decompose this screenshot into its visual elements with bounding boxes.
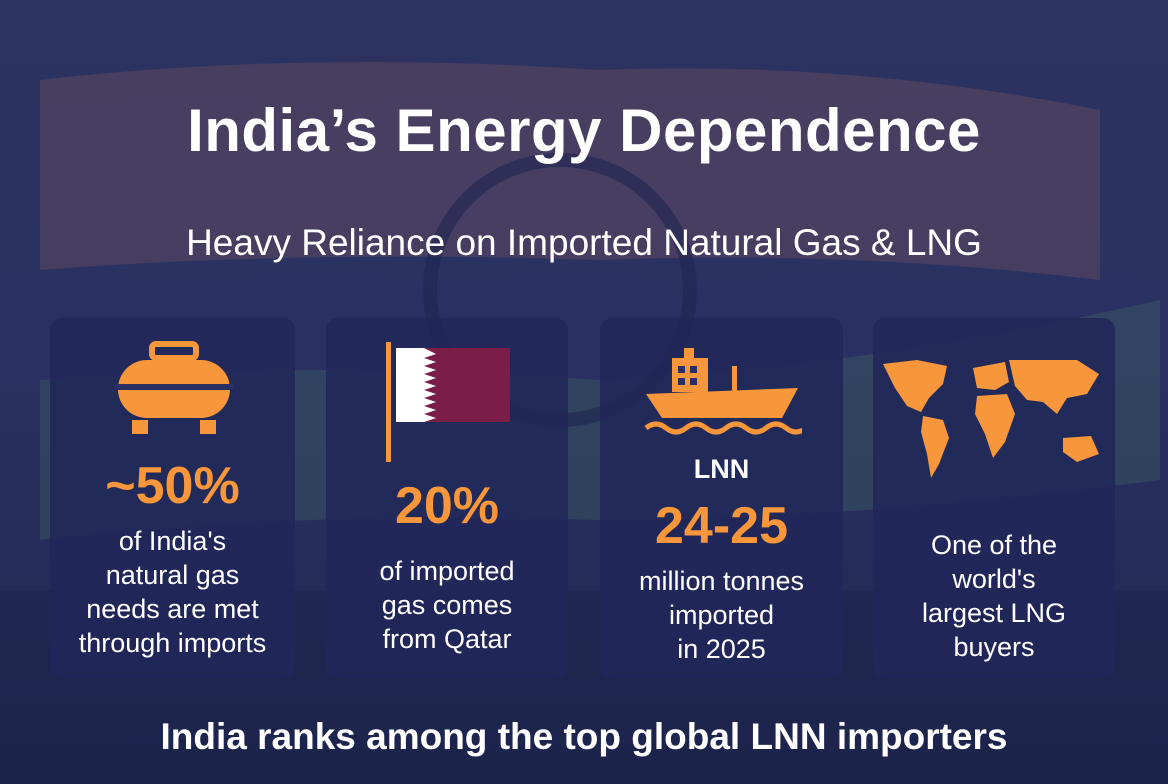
- qatar-flag-icon: [386, 342, 510, 462]
- tank-icon: [114, 341, 234, 434]
- description: million tonnes imported in 2025: [600, 564, 843, 666]
- line: One of the: [930, 530, 1058, 560]
- line: largest LNG: [921, 598, 1067, 628]
- stat: 20%: [394, 477, 500, 535]
- line: gas comes: [381, 590, 513, 620]
- line: from Qatar: [382, 624, 512, 654]
- line: of India's: [118, 526, 227, 556]
- description: of imported gas comes from Qatar: [326, 554, 568, 656]
- line: through imports: [78, 628, 267, 658]
- ship-icon: [644, 348, 802, 435]
- kicker: LNN: [693, 454, 750, 484]
- subtitle: Heavy Reliance on Imported Natural Gas &…: [186, 222, 982, 263]
- stat: ~50%: [105, 457, 240, 515]
- line: world's: [952, 564, 1036, 594]
- description: of India's natural gas needs are met thr…: [50, 524, 295, 660]
- stat-card: ~50% of India's natural gas needs are me…: [50, 318, 295, 678]
- title: India’s Energy Dependence: [187, 97, 981, 164]
- stat: 24-25: [655, 497, 788, 555]
- world-map-icon: [883, 360, 1099, 478]
- footer: India ranks among the top global LNN imp…: [160, 716, 1008, 757]
- line: imported: [668, 600, 775, 630]
- line: of imported: [379, 556, 515, 586]
- stat-card: One of the world's largest LNG buyers: [873, 318, 1115, 678]
- stat-card: 20% of imported gas comes from Qatar: [326, 318, 568, 678]
- stat-card: LNN 24-25 million tonnes imported in 202…: [600, 318, 843, 678]
- line: million tonnes: [638, 566, 805, 596]
- line: needs are met: [86, 594, 259, 624]
- line: natural gas: [105, 560, 240, 590]
- description: One of the world's largest LNG buyers: [873, 528, 1115, 664]
- line: buyers: [953, 632, 1035, 662]
- line: in 2025: [677, 634, 766, 664]
